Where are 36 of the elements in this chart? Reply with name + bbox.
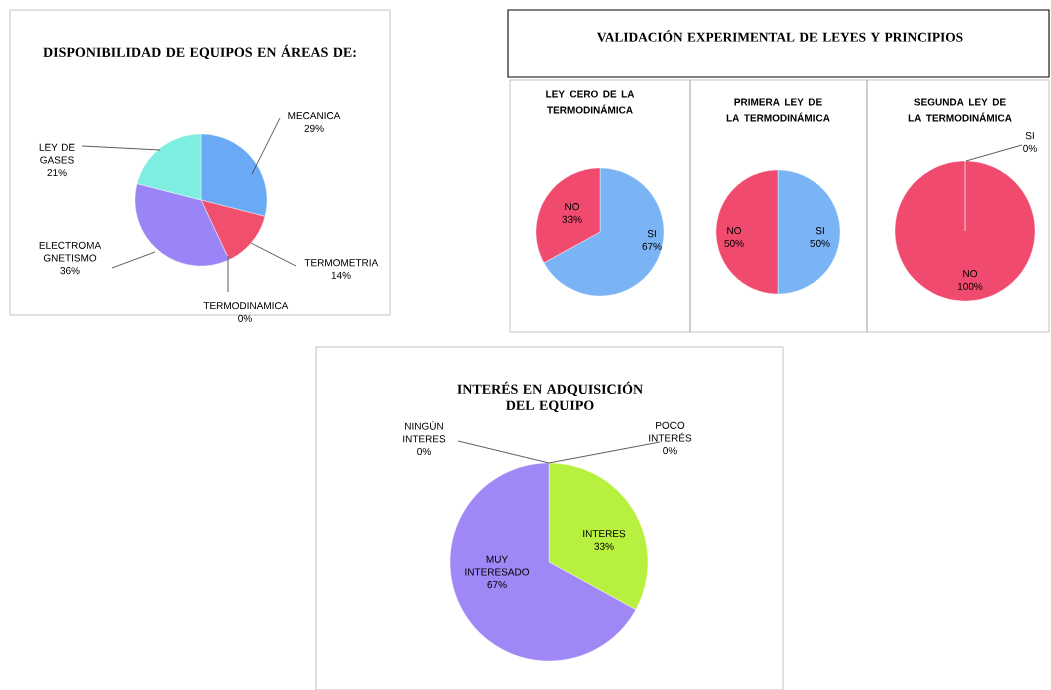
slice-label: MECANICA [288, 112, 341, 120]
data-label: 67% [642, 242, 662, 250]
chart-title: DISPONIBILIDAD DE EQUIPOS EN ÁREAS DE: [43, 44, 356, 60]
chart-title: PRIMERA LEY DE LA TERMODINÁMICA [726, 98, 830, 122]
data-label: 14% [331, 271, 351, 279]
slice-label: SI [815, 227, 824, 235]
category-label: SI [1025, 132, 1034, 140]
chart-title: INTERÉS EN ADQUISICIÓN DEL EQUIPO [457, 381, 643, 413]
data-label: 50% [810, 239, 830, 247]
slice-label: NO [963, 270, 978, 278]
data-label: 33% [594, 542, 614, 550]
text: 0% [238, 314, 252, 322]
slice-label: NO [565, 203, 580, 211]
data-label: 50% [724, 239, 744, 247]
slice-label: NO [727, 227, 742, 235]
category-label: POCO INTERÉS [649, 421, 692, 442]
data-label: 21% [47, 169, 67, 177]
data-label: 67% [487, 581, 507, 589]
slice-label: TERMOMETRIA [304, 259, 379, 267]
slice-label: INTERES [583, 530, 626, 538]
slice-label: ELECTROMA GNETISMO [39, 241, 102, 262]
category-label: TERMODINAMICA [203, 302, 289, 310]
text: 0% [417, 447, 431, 456]
slice-label: SI [647, 230, 656, 238]
slice-label: LEY DE GASES [39, 143, 75, 164]
text: 0% [1023, 144, 1037, 152]
text: 0% [663, 447, 677, 455]
data-label: 33% [562, 215, 582, 223]
chart-title: SEGUNDA LEY DE LA TERMODINÁMICA [908, 98, 1012, 122]
category-label: NINGÚN INTERES [403, 420, 446, 443]
chart-title: LEY CERO DE LA TERMODINÁMICA [546, 90, 635, 114]
slice-label: MUY INTERESADO [465, 555, 530, 576]
data-label: 100% [957, 282, 983, 290]
data-label: 36% [60, 267, 80, 275]
data-label: 29% [304, 124, 324, 132]
text: VALIDACIÓN EXPERIMENTAL DE LEYES Y PRINCIPIOS [597, 30, 963, 42]
